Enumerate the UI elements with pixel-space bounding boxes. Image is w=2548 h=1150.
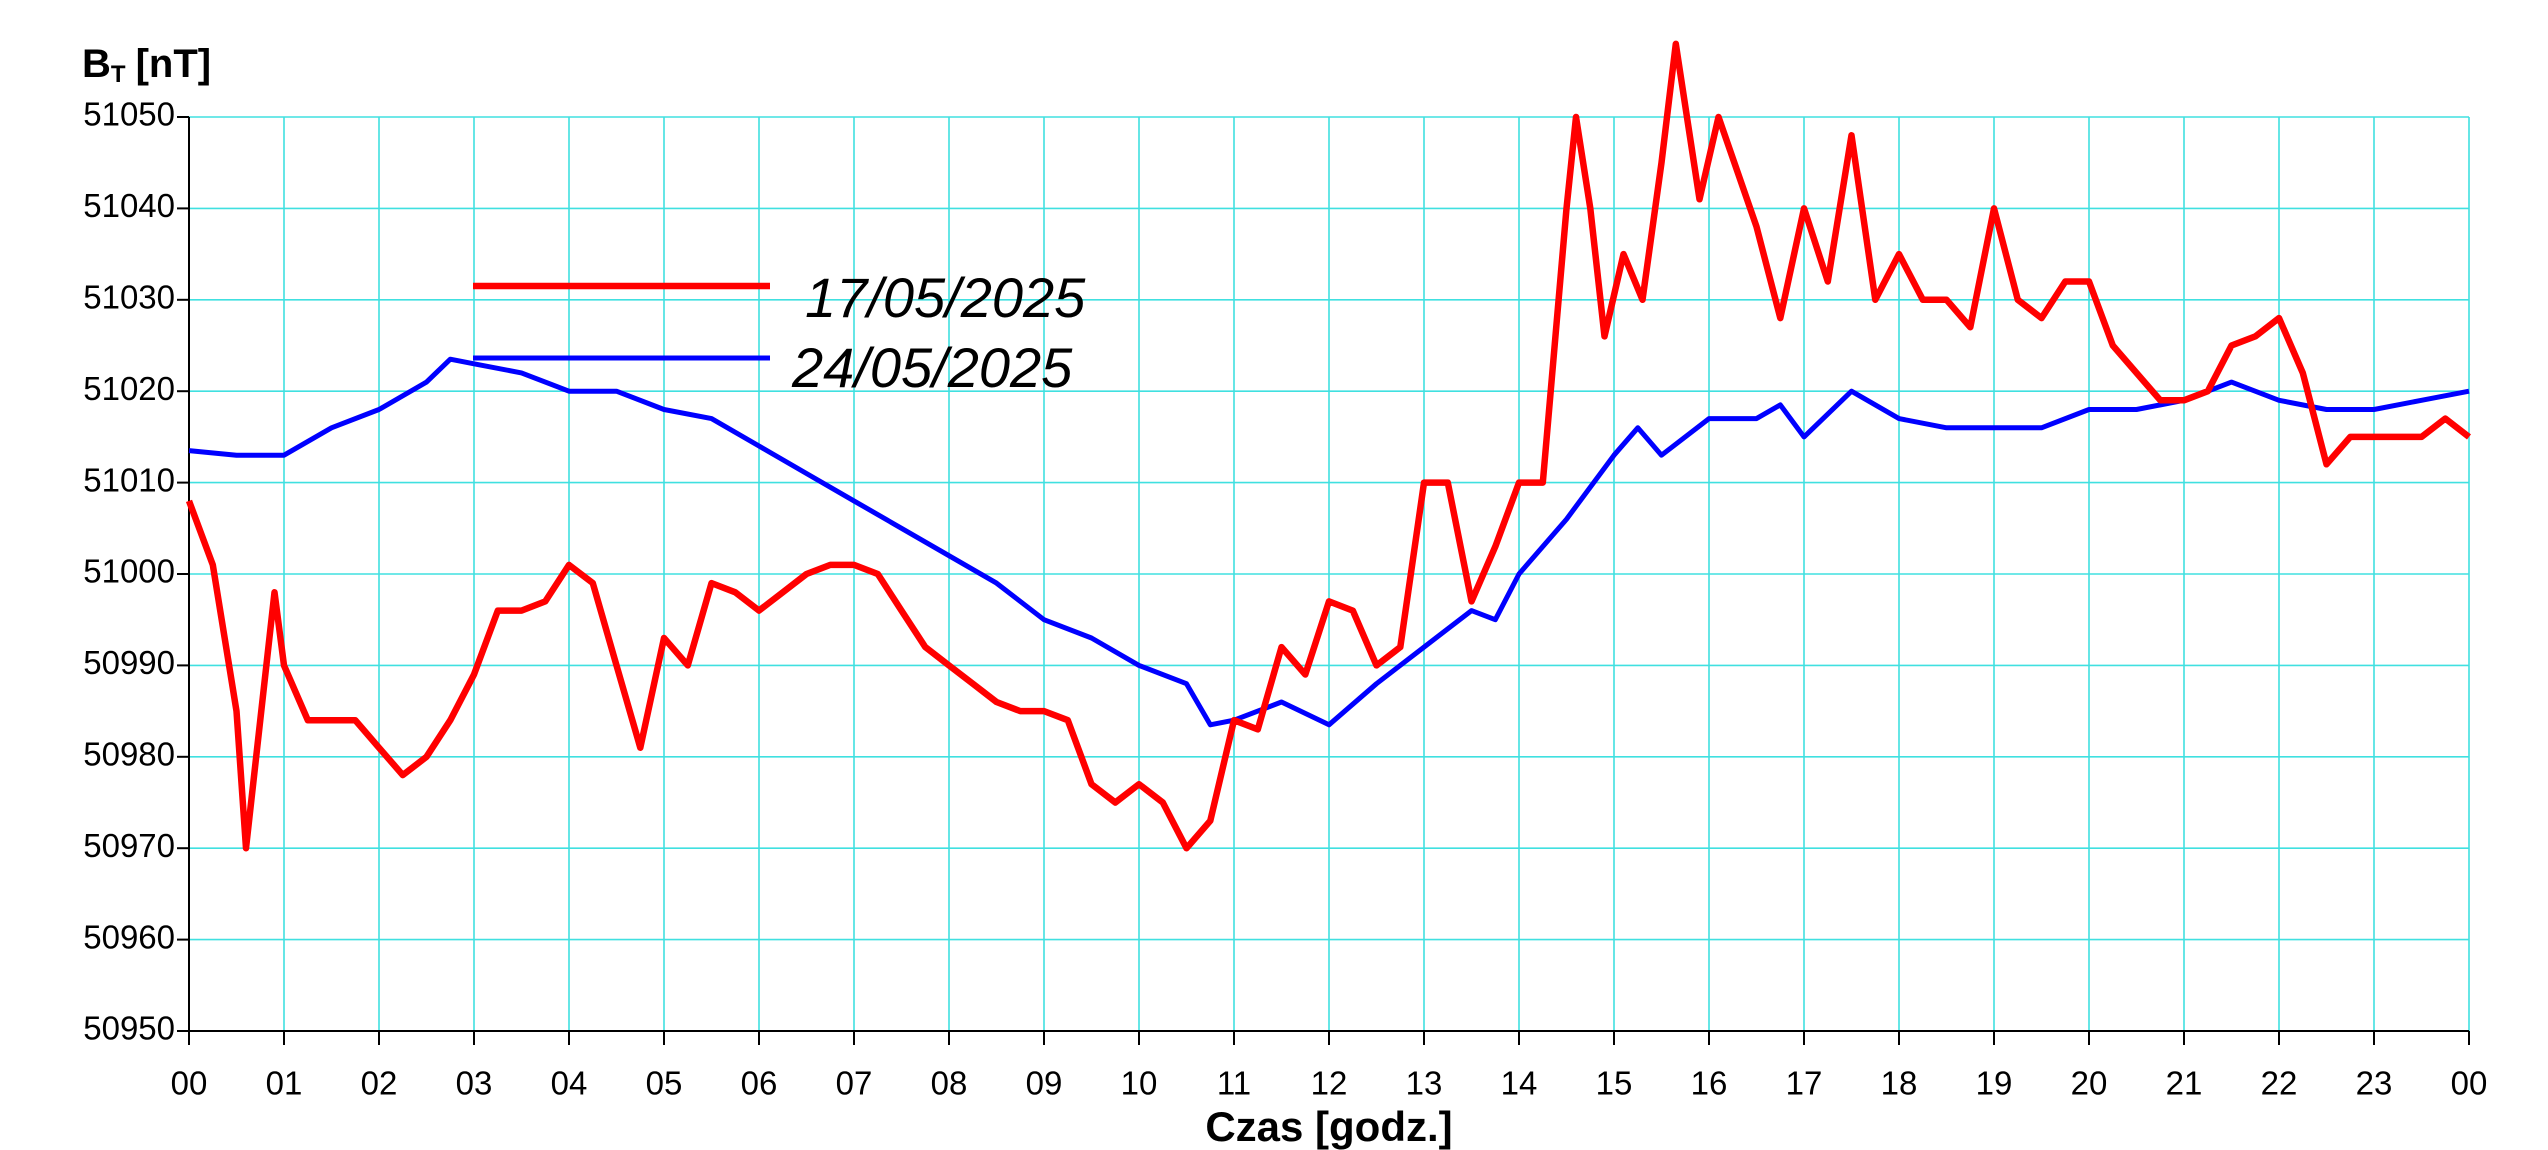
x-tick-label: 22 [2261,1065,2298,1102]
x-tick-label: 11 [1217,1065,1251,1102]
x-tick-label: 20 [2071,1065,2108,1102]
x-tick-label: 12 [1311,1065,1348,1102]
y-tick-label: 50970 [83,827,175,864]
x-tick-label: 15 [1596,1065,1633,1102]
x-tick-label: 04 [551,1065,588,1102]
y-tick-label: 50960 [83,918,175,955]
y-tick-label: 50980 [83,736,175,773]
y-tick-label: 51030 [83,279,175,316]
x-tick-label: 21 [2166,1065,2203,1102]
y-tick-label: 51040 [83,187,175,224]
x-tick-label: 00 [2451,1065,2488,1102]
legend-label: 24/05/2025 [791,336,1073,399]
series-line [185,40,2471,852]
x-tick-label: 18 [1881,1065,1918,1102]
x-axis-label: Czas [godz.] [1205,1103,1452,1150]
legend-label: 17/05/2025 [805,266,1086,329]
y-tick-label: 51050 [83,96,175,133]
y-tick-label: 51010 [83,461,175,498]
x-tick-label: 14 [1501,1065,1538,1102]
x-tick-label: 17 [1786,1065,1823,1102]
y-label-unit: [nT] [136,42,212,86]
x-tick-label: 23 [2356,1065,2393,1102]
x-tick-label: 10 [1121,1065,1158,1102]
y-tick-label: 50990 [83,644,175,681]
y-axis-label: BT [nT] [82,42,211,89]
x-tick-label: 05 [646,1065,683,1102]
x-tick-label: 03 [456,1065,493,1102]
x-tick-label: 06 [741,1065,778,1102]
x-tick-label: 08 [931,1065,968,1102]
x-tick-label: 01 [266,1065,303,1102]
series-line [188,356,2470,728]
y-tick-label: 51000 [83,553,175,590]
x-tick-label: 09 [1026,1065,1063,1102]
x-tick-label: 16 [1691,1065,1728,1102]
x-tick-label: 13 [1406,1065,1443,1102]
y-label-sub: T [111,61,126,88]
x-tick-label: 07 [836,1065,873,1102]
y-label-main: B [82,42,111,86]
y-tick-label: 51020 [83,370,175,407]
x-tick-label: 00 [171,1065,208,1102]
y-tick-label: 50950 [83,1010,175,1047]
x-tick-label: 19 [1976,1065,2013,1102]
x-tick-label: 02 [361,1065,398,1102]
